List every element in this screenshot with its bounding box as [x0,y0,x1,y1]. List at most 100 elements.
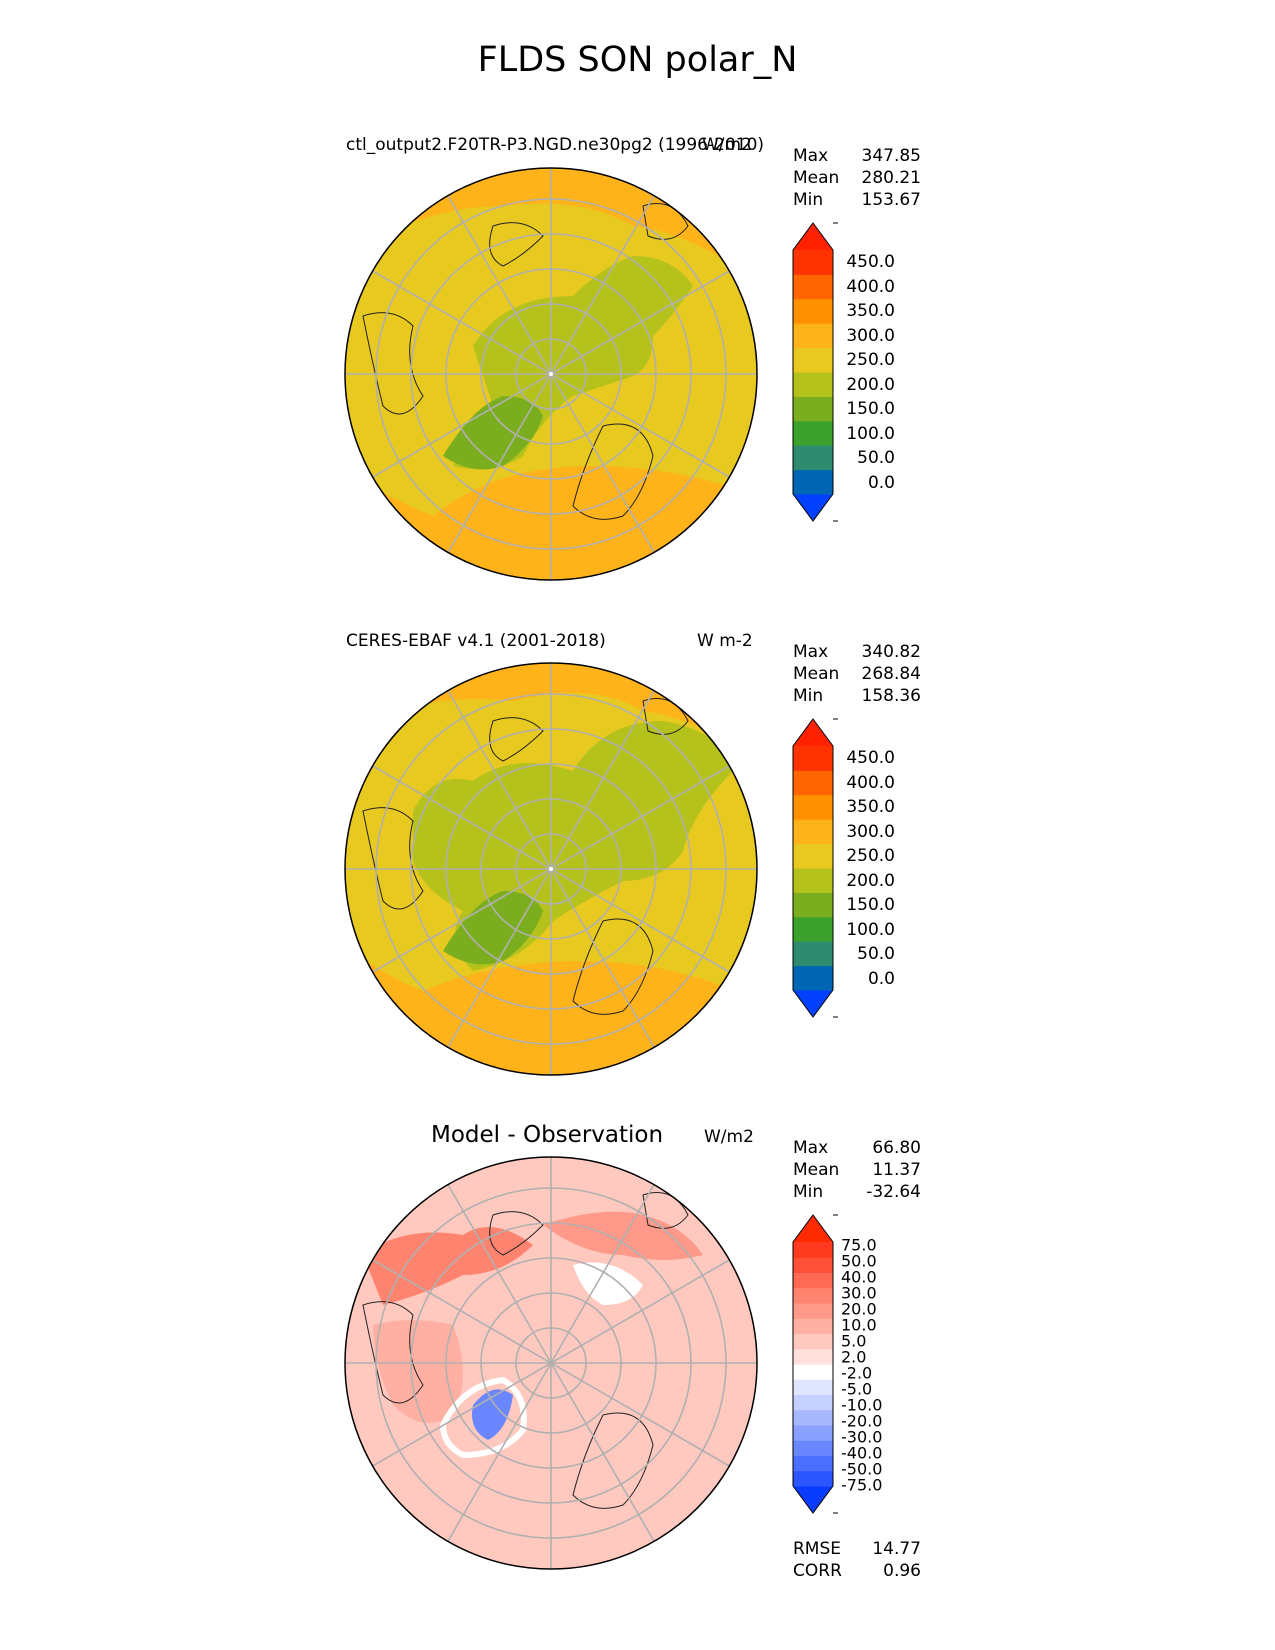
stat-max-label: Max [793,146,829,166]
colorbar-extend-min [793,494,833,521]
cbar-tick-label: 100.0 [846,919,895,940]
panel-2-colorbar-labels: 450.0 400.0 350.0 300.0 250.0 200.0 150.… [835,718,895,1018]
cbar-tick-label: 0.0 [867,472,895,493]
cbar-tick-label: 5.0 [841,1331,867,1351]
cbar-tick-label: 400.0 [846,276,895,297]
colorbar-segment [793,1455,833,1472]
colorbar-extend-max [793,223,833,250]
rmse-value: 14.77 [872,1539,921,1559]
stat-max-label: Max [793,1138,829,1158]
panel-2-field-lowest [443,891,543,965]
colorbar-segment [793,916,833,942]
cbar-tick-label: 200.0 [846,870,895,891]
stat-max-value: 66.80 [872,1138,921,1158]
colorbar-segment [793,892,833,918]
stat-min-value: -32.64 [866,1182,921,1202]
panel-1-title: ctl_output2.F20TR-P3.NGD.ne30pg2 (1996-2… [346,135,765,155]
cbar-tick-label: -40.0 [841,1443,883,1463]
colorbar-segment [793,1272,833,1289]
stat-mean-value: 268.84 [861,664,921,684]
colorbar-segment [793,1379,833,1395]
cbar-tick-label: -2.0 [841,1363,873,1383]
cbar-tick-label: 50.0 [857,448,895,468]
panel-1-coastlines [362,203,689,520]
cbar-tick-label: 450.0 [846,748,895,768]
colorbar-segment [793,420,833,446]
colorbar-extend-min [793,1486,833,1513]
colorbar-extend-min [793,990,833,1017]
stat-min-label: Min [793,190,824,210]
cbar-tick-label: -75.0 [841,1475,883,1495]
colorbar-segment [793,1257,833,1273]
panel-3-field-high-3 [373,1320,463,1423]
cbar-tick-label: 150.0 [846,895,895,915]
panel-2-units: W m-2 [697,631,753,651]
stat-max-value: 340.82 [861,642,921,662]
panel-1-field-lowest [443,396,543,470]
stat-mean-label: Mean [793,1160,840,1180]
cbar-tick-label: 30.0 [841,1283,877,1303]
stat-max-value: 347.85 [861,146,921,166]
panel-3-map [344,1156,758,1570]
panel-1-colorbar [792,222,838,522]
colorbar-segment [793,1394,833,1411]
colorbar-segment [793,396,833,422]
cbar-tick-label: 200.0 [846,374,895,395]
panel-3-coastlines [362,1192,689,1509]
cbar-tick-label: -50.0 [841,1459,883,1479]
panel-1-stats: Max 347.85 Mean 280.21 Min 153.67 [793,145,921,211]
colorbar-segment [793,1364,833,1380]
colorbar-segment [793,323,833,349]
panel-3-field-high-2 [543,1211,703,1260]
cbar-tick-label: 10.0 [841,1315,877,1335]
colorbar-segment [793,1287,833,1304]
panel-3-metrics: RMSE 14.77 CORR 0.96 [793,1538,921,1582]
panel-2-colorbar [792,718,838,1018]
colorbar-segment [793,347,833,373]
cbar-tick-label: 100.0 [846,423,895,444]
colorbar-segment [793,941,833,967]
colorbar-segment [793,469,833,495]
colorbar-segment [793,746,833,771]
cbar-tick-label: 40.0 [841,1267,877,1287]
colorbar-segment [793,372,833,397]
colorbar-segment [793,965,833,991]
cbar-tick-label: 0.0 [867,968,895,989]
colorbar-segment [793,298,833,324]
panel-3-units: W/m2 [704,1127,754,1147]
colorbar-segment [793,274,833,300]
colorbar-segment [793,1470,833,1487]
colorbar-segment [793,250,833,275]
colorbar-segment [793,1425,833,1441]
figure-title: FLDS SON polar_N [477,40,798,80]
panel-1-units: W/m2 [702,135,752,155]
cbar-tick-label: 20.0 [841,1299,877,1319]
colorbar-outline [792,222,834,522]
panel-2-stats: Max 340.82 Mean 268.84 Min 158.36 [793,641,921,707]
stat-mean-value: 280.21 [861,168,921,188]
cbar-tick-label: 300.0 [846,325,895,346]
colorbar-segment [793,1318,833,1334]
cbar-tick-label: 250.0 [846,350,895,370]
panel-3-colorbar-labels: 75.0 50.0 40.0 30.0 20.0 10.0 5.0 2.0 -2… [841,1214,901,1514]
panel-3-title: Model - Observation [431,1122,664,1148]
panel-3-field-high-1 [363,1227,533,1305]
corr-value: 0.96 [883,1561,921,1581]
colorbar-segment [793,843,833,869]
stat-min-value: 153.67 [861,190,921,210]
colorbar-extend-max [793,719,833,746]
stat-mean-value: 11.37 [872,1160,921,1180]
colorbar-segment [793,1333,833,1350]
stat-mean-label: Mean [793,664,840,684]
stat-min-label: Min [793,686,824,706]
panel-2-coastlines [362,698,689,1015]
panel-2-title: CERES-EBAF v4.1 (2001-2018) [346,631,606,651]
colorbar-segment [793,445,833,471]
stat-min-value: 158.36 [861,686,921,706]
cbar-tick-label: 2.0 [841,1347,867,1367]
panel-2-map [344,662,758,1076]
colorbar-segment [793,819,833,845]
cbar-tick-label: -30.0 [841,1427,883,1447]
corr-label: CORR [793,1561,842,1581]
colorbar-extend-max [793,1215,833,1242]
